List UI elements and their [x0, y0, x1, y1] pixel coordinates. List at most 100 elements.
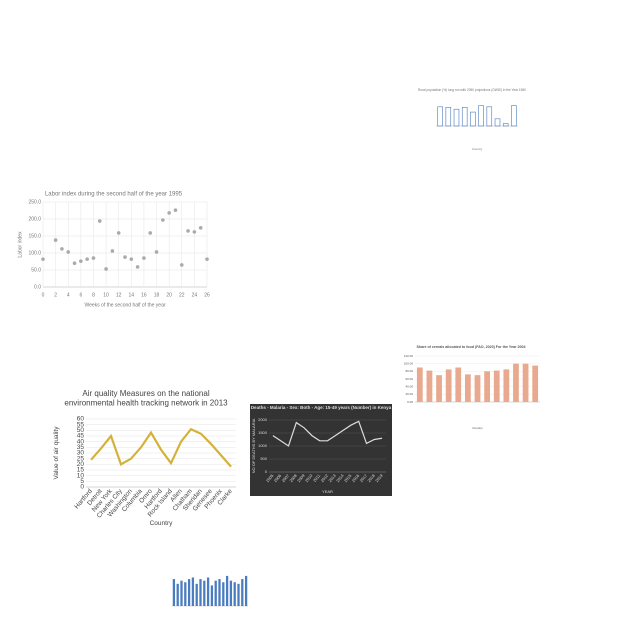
- y-tick-label: 55: [77, 421, 85, 428]
- x-tick-label: 14: [129, 292, 135, 298]
- point: [123, 255, 127, 259]
- y-tick-label: 15: [77, 467, 85, 474]
- y-tick-label: 0.00: [407, 400, 413, 404]
- point: [179, 263, 184, 267]
- x-tick-label: 20: [166, 292, 172, 298]
- chart-panel: Labor index during the second half of th…: [17, 192, 210, 309]
- x-tick-label: 2007: [281, 473, 291, 484]
- bar: [511, 105, 517, 127]
- point: [148, 231, 153, 235]
- y-tick-label: 0: [80, 484, 84, 491]
- x-tick-label: 2011: [312, 473, 322, 483]
- y-tick-label: 0.0: [34, 284, 41, 290]
- point: [60, 247, 64, 251]
- x-tick-label: 2017: [359, 473, 369, 484]
- point: [154, 250, 159, 254]
- bar: [436, 375, 442, 402]
- bar: [218, 579, 221, 606]
- x-tick-label: 2014: [335, 473, 345, 484]
- x-tick-label: 2010: [304, 473, 314, 484]
- x-tick-label: 6: [79, 292, 82, 298]
- bar: [426, 370, 433, 402]
- y-tick-label: 20: [77, 461, 85, 468]
- bar: [222, 582, 225, 606]
- bar: [470, 111, 476, 127]
- bar: [478, 105, 484, 127]
- y-tick-label: 45: [77, 433, 85, 440]
- point: [97, 219, 102, 223]
- bar: [453, 108, 460, 127]
- point: [72, 261, 77, 266]
- bar: [416, 367, 423, 402]
- bar: [484, 371, 490, 402]
- y-tick-label: 250.0: [28, 199, 41, 205]
- x-axis-label: Country: [472, 426, 483, 430]
- y-axis-label: Labor index: [17, 231, 23, 258]
- x-tick-label: 2018: [366, 473, 376, 484]
- y-tick-label: 500: [260, 456, 267, 461]
- x-tick-label: 0: [42, 292, 45, 298]
- bar: [172, 579, 176, 606]
- x-tick-label: 2006: [273, 473, 283, 484]
- y-tick-label: 50: [77, 427, 85, 434]
- point: [104, 267, 108, 271]
- x-axis-label: YEAR: [322, 489, 333, 494]
- bar: [199, 579, 202, 606]
- y-tick-label: 25: [77, 455, 85, 462]
- bar: [244, 575, 248, 606]
- x-tick-label: 10: [103, 292, 109, 298]
- y-tick-label: 60.00: [405, 377, 413, 381]
- x-tick-label: 24: [192, 292, 198, 298]
- point: [205, 257, 209, 261]
- y-axis-label: Value of air quality: [53, 426, 60, 480]
- x-tick-label: 4: [67, 292, 70, 298]
- chart-panel: Rural population (%) long run with 2050 …: [418, 88, 526, 151]
- point: [167, 211, 171, 215]
- bar: [486, 106, 493, 127]
- point: [66, 250, 71, 254]
- point: [110, 249, 115, 253]
- bar: [493, 370, 500, 402]
- y-tick-label: 35: [77, 444, 85, 451]
- chart-panel: [172, 575, 248, 607]
- bar: [502, 123, 509, 127]
- y-tick-label: 200.0: [28, 216, 41, 222]
- y-tick-label: 5: [80, 478, 84, 485]
- bar: [237, 583, 240, 606]
- bar: [445, 369, 452, 402]
- point: [129, 257, 134, 261]
- y-tick-label: 120.00: [404, 354, 414, 358]
- x-tick-label: 2: [54, 292, 57, 298]
- y-tick-label: 60: [77, 416, 85, 423]
- x-tick-label: 2013: [327, 473, 337, 484]
- bar: [184, 582, 187, 606]
- bar: [474, 375, 481, 402]
- x-tick-label: 2005: [265, 473, 275, 484]
- point: [173, 208, 178, 212]
- chart-panel: Deaths - Malaria - Sex: Both - Age: 15-4…: [250, 404, 392, 496]
- bar: [503, 369, 510, 402]
- y-tick-label: 80.00: [405, 369, 413, 373]
- y-tick-label: 40: [77, 438, 85, 445]
- bar: [465, 374, 471, 402]
- line: [272, 420, 383, 447]
- point: [135, 265, 140, 269]
- bar: [191, 577, 195, 606]
- bar: [180, 580, 183, 606]
- bar: [229, 580, 233, 606]
- point: [192, 230, 197, 234]
- y-tick-label: 150.0: [28, 233, 41, 239]
- x-tick-label: 26: [204, 292, 210, 298]
- bar: [461, 106, 468, 127]
- bar: [513, 363, 519, 402]
- y-tick-label: 2000: [258, 417, 268, 422]
- y-tick-label: 100.0: [28, 250, 41, 256]
- bar: [206, 577, 210, 606]
- x-tick-label: 8: [92, 292, 95, 298]
- bar: [445, 106, 452, 127]
- bar: [203, 580, 206, 606]
- chart-panel: Share of cereals allocated to food (FAO,…: [404, 345, 540, 430]
- bar: [214, 580, 217, 606]
- bar: [195, 583, 198, 606]
